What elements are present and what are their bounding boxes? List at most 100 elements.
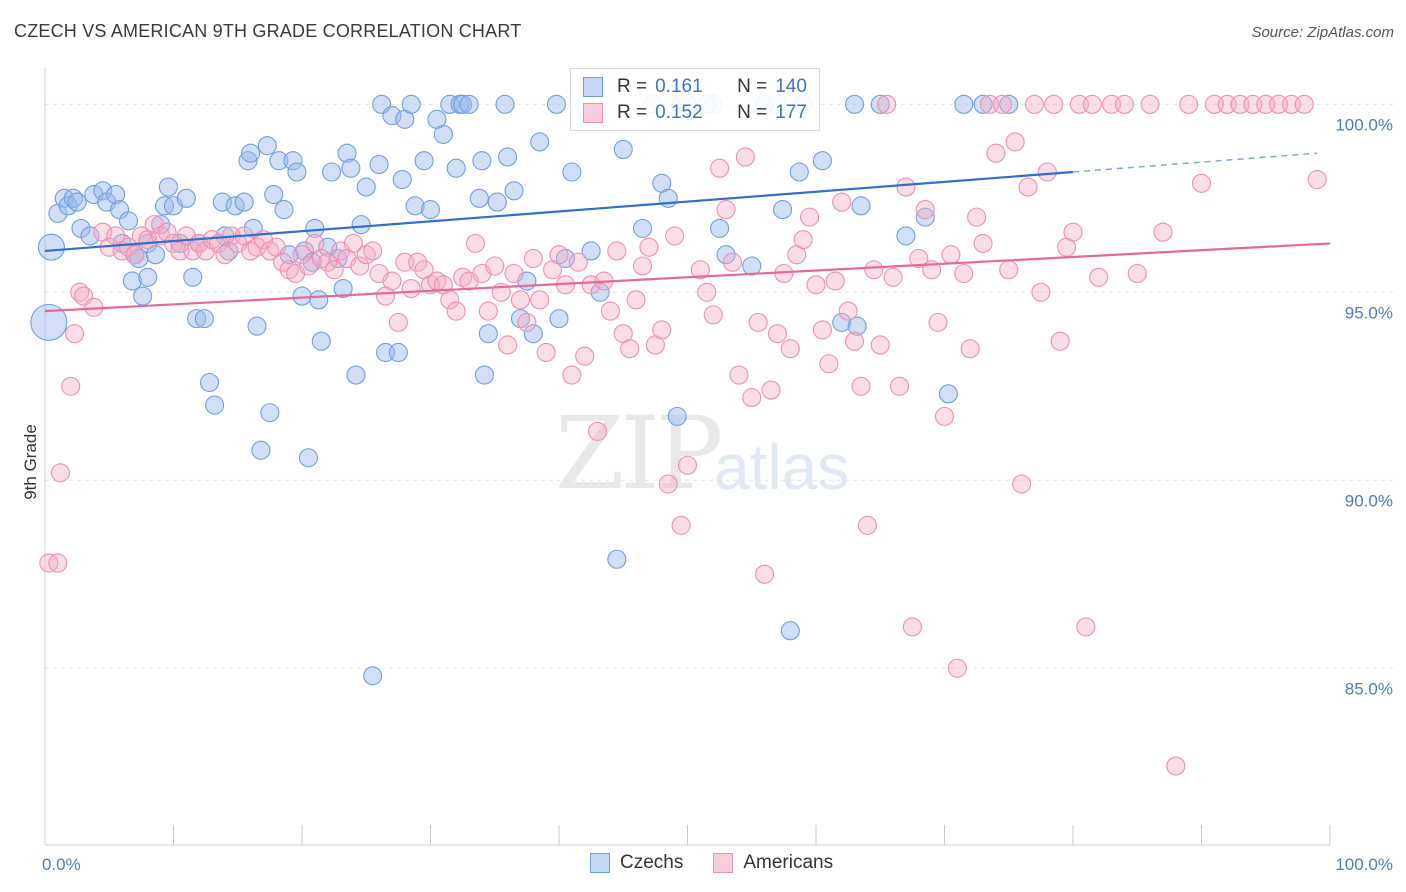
american-point <box>838 301 858 321</box>
czech-point <box>37 233 65 261</box>
czech-point <box>292 286 312 306</box>
czech-point <box>498 147 518 167</box>
czech-point <box>333 278 353 299</box>
czech-point <box>322 162 342 182</box>
czech-point <box>145 245 166 265</box>
czech-point <box>459 94 479 114</box>
czech-point <box>773 200 793 220</box>
czech-point <box>401 94 421 114</box>
american-point <box>292 245 312 265</box>
american-point <box>575 346 595 366</box>
czech-point <box>453 94 473 114</box>
czech-point <box>305 218 325 238</box>
american-point <box>620 339 640 359</box>
american-point <box>844 331 865 351</box>
czech-point <box>478 324 498 344</box>
r-value: 0.161 <box>655 76 703 97</box>
american-point <box>902 617 922 637</box>
american-point <box>363 241 383 261</box>
legend-item-czechs[interactable]: Czechs <box>590 852 683 874</box>
american-point <box>800 207 820 227</box>
american-point <box>1044 94 1064 114</box>
american-point <box>870 335 890 355</box>
american-point <box>324 260 344 280</box>
czech-point <box>382 106 402 126</box>
american-point <box>671 515 691 535</box>
czech-point <box>269 151 289 171</box>
american-point <box>1082 94 1102 114</box>
czech-point <box>106 185 126 205</box>
american-point <box>767 324 788 344</box>
american-point <box>1050 331 1070 351</box>
american-point <box>883 267 903 287</box>
r-label: R = <box>617 102 648 123</box>
legend-item-americans[interactable]: Americans <box>713 852 833 874</box>
american-point <box>1114 94 1134 114</box>
american-point <box>909 248 929 269</box>
american-point <box>1063 222 1083 242</box>
americans-legend-label: Americans <box>743 852 834 873</box>
czech-point <box>351 215 371 235</box>
american-point <box>1307 169 1327 190</box>
czech-point <box>309 290 329 310</box>
american-point <box>523 248 543 269</box>
czech-point <box>870 94 890 114</box>
american-point <box>986 143 1006 163</box>
american-point <box>446 301 466 321</box>
czech-point <box>251 440 271 460</box>
american-point <box>742 388 762 408</box>
czech-point <box>283 151 303 171</box>
american-point <box>1153 222 1173 242</box>
american-point <box>1179 94 1199 114</box>
czech-point <box>523 324 543 344</box>
american-point <box>65 324 85 344</box>
y-tick-label: 90.0% <box>1345 491 1393 510</box>
american-point <box>877 94 897 114</box>
czech-point <box>716 245 736 265</box>
american-point <box>1294 94 1314 114</box>
x-tick-label: 0.0% <box>42 855 81 874</box>
czech-point <box>999 94 1019 114</box>
czech-point <box>474 365 495 385</box>
american-point <box>318 252 338 272</box>
czech-point <box>346 365 366 385</box>
american-point <box>857 515 877 535</box>
czech-point <box>67 192 87 212</box>
czech-point <box>247 316 267 336</box>
american-point <box>793 230 813 250</box>
czech-point <box>832 312 852 332</box>
american-point <box>1012 474 1032 494</box>
czech-point <box>238 151 258 171</box>
czech-point <box>30 303 68 341</box>
czech-point <box>504 181 524 201</box>
americans-trend-line <box>44 242 1331 313</box>
czech-point <box>311 331 331 351</box>
czech-point <box>851 196 871 216</box>
american-point <box>806 275 826 295</box>
american-point <box>819 354 839 374</box>
american-point <box>536 342 556 363</box>
american-point <box>947 658 967 678</box>
american-point <box>1018 177 1038 197</box>
stats-legend: R = 0.161 N = 140 R = 0.152 N = 177 <box>570 68 820 131</box>
american-point <box>607 241 627 261</box>
czech-point <box>234 192 254 212</box>
czech-point <box>581 241 601 261</box>
czech-point <box>549 309 569 329</box>
american-point <box>485 256 505 276</box>
chart-title: CZECH VS AMERICAN 9TH GRADE CORRELATION … <box>14 21 522 41</box>
czech-point <box>287 162 307 182</box>
czech-point <box>212 192 232 212</box>
n-value: 177 <box>775 102 807 123</box>
czech-point <box>158 177 178 197</box>
american-point <box>632 256 653 276</box>
american-point <box>600 301 620 321</box>
americans-swatch <box>583 103 603 123</box>
r-label: R = <box>617 76 648 97</box>
american-point <box>735 147 755 167</box>
legend-row-czechs: R = 0.161 N = 140 <box>583 75 807 99</box>
american-point <box>697 282 717 302</box>
american-point <box>812 320 832 340</box>
czech-point <box>205 395 225 415</box>
